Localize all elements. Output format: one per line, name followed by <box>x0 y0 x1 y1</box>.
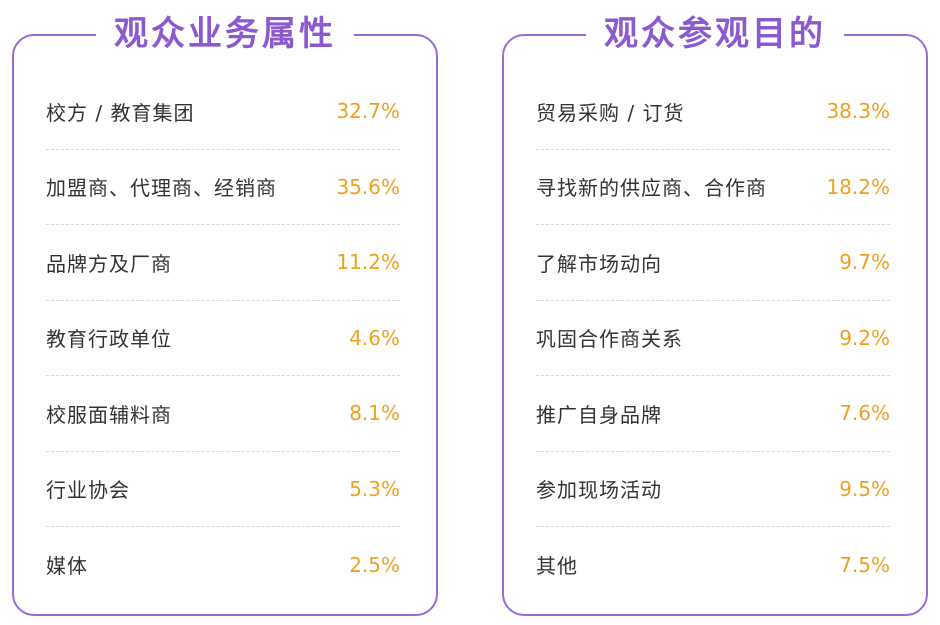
list-item: 寻找新的供应商、合作商 18.2% <box>536 150 890 225</box>
panel-title: 观众参观目的 <box>586 12 844 56</box>
item-value: 8.1% <box>349 401 400 426</box>
item-label: 了解市场动向 <box>536 251 662 276</box>
list-item: 巩固合作商关系 9.2% <box>536 301 890 376</box>
attribute-list: 校方 / 教育集团 32.7% 加盟商、代理商、经销商 35.6% 品牌方及厂商… <box>46 74 400 603</box>
item-label: 参加现场活动 <box>536 478 662 503</box>
item-label: 行业协会 <box>46 478 130 503</box>
item-value: 11.2% <box>336 250 400 275</box>
list-item: 推广自身品牌 7.6% <box>536 376 890 452</box>
list-item: 参加现场活动 9.5% <box>536 452 890 527</box>
item-value: 9.7% <box>839 250 890 275</box>
list-item: 其他 7.5% <box>536 527 890 603</box>
item-value: 7.5% <box>839 552 890 577</box>
item-value: 35.6% <box>336 174 400 199</box>
item-label: 寻找新的供应商、合作商 <box>536 176 767 201</box>
item-value: 38.3% <box>826 99 890 124</box>
item-value: 32.7% <box>336 99 400 124</box>
item-value: 9.5% <box>839 476 890 501</box>
item-label: 加盟商、代理商、经销商 <box>46 176 277 201</box>
item-label: 校服面辅料商 <box>46 402 172 427</box>
item-label: 媒体 <box>46 554 88 579</box>
item-label: 巩固合作商关系 <box>536 327 683 352</box>
item-value: 18.2% <box>826 174 890 199</box>
item-value: 7.6% <box>839 401 890 426</box>
item-value: 9.2% <box>839 325 890 350</box>
list-item: 行业协会 5.3% <box>46 452 400 527</box>
business-attribute-panel: 观众业务属性 校方 / 教育集团 32.7% 加盟商、代理商、经销商 35.6%… <box>12 12 438 616</box>
item-label: 品牌方及厂商 <box>46 251 172 276</box>
list-item: 贸易采购 / 订货 38.3% <box>536 74 890 150</box>
item-label: 其他 <box>536 554 578 579</box>
list-item: 加盟商、代理商、经销商 35.6% <box>46 150 400 225</box>
item-label: 贸易采购 / 订货 <box>536 100 685 125</box>
visit-purpose-panel: 观众参观目的 贸易采购 / 订货 38.3% 寻找新的供应商、合作商 18.2%… <box>502 12 928 616</box>
list-item: 了解市场动向 9.7% <box>536 225 890 301</box>
list-item: 品牌方及厂商 11.2% <box>46 225 400 301</box>
item-label: 推广自身品牌 <box>536 402 662 427</box>
list-item: 校服面辅料商 8.1% <box>46 376 400 452</box>
item-value: 2.5% <box>349 552 400 577</box>
item-value: 4.6% <box>349 325 400 350</box>
list-item: 媒体 2.5% <box>46 527 400 603</box>
purpose-list: 贸易采购 / 订货 38.3% 寻找新的供应商、合作商 18.2% 了解市场动向… <box>536 74 890 603</box>
list-item: 教育行政单位 4.6% <box>46 301 400 376</box>
item-value: 5.3% <box>349 476 400 501</box>
list-item: 校方 / 教育集团 32.7% <box>46 74 400 150</box>
item-label: 教育行政单位 <box>46 327 172 352</box>
panel-title: 观众业务属性 <box>96 12 354 56</box>
item-label: 校方 / 教育集团 <box>46 100 195 125</box>
